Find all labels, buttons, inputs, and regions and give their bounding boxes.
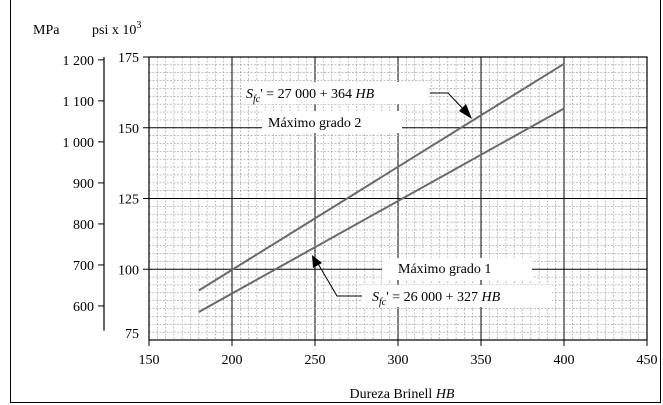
y-left-tick-label: 900 — [73, 177, 94, 192]
equation-2-background — [242, 82, 428, 104]
equation-2-arrow-head — [459, 104, 472, 119]
y-right-axis-label: psi x 103 — [92, 20, 141, 38]
y-left-tick-label: 1 200 — [63, 54, 95, 69]
series-line-grado-2 — [198, 62, 565, 292]
equation-2-leader-line — [430, 92, 468, 114]
equation-1-leader-line — [316, 261, 362, 297]
x-tick-label: 450 — [637, 353, 658, 368]
y-right-tick-label: 75 — [125, 327, 139, 342]
ticks: 600 700 800 900 1 000 1 100 1 200 75 100 125 150 17… — [63, 51, 658, 368]
x-axis-label: Dureza Brinell HB — [350, 387, 455, 402]
y-left-tick-label: 600 — [73, 300, 94, 315]
equation-2-label: Sfc' = 27 000 + 364 HB — [246, 87, 375, 105]
y-right-tick-label: 100 — [118, 263, 139, 278]
series-1-name-label: Máximo grado 1 — [398, 262, 491, 277]
y-left-tick-label: 1 000 — [63, 136, 95, 151]
series-2-name-label: Máximo grado 2 — [268, 116, 361, 131]
equation-1-background — [362, 285, 552, 307]
series-2-name-background — [262, 111, 402, 133]
y-left-axis-label: MPa — [33, 23, 60, 38]
equation-1-arrow-head — [312, 255, 322, 268]
y-left-tick-label: 800 — [73, 218, 94, 233]
series-layer — [198, 62, 565, 313]
x-tick-label: 250 — [305, 353, 326, 368]
series-1-name-background — [382, 258, 532, 280]
x-tick-label: 200 — [222, 353, 243, 368]
x-tick-label: 400 — [554, 353, 575, 368]
x-tick-label: 350 — [471, 353, 492, 368]
y-right-tick-label: 175 — [118, 51, 139, 66]
y-right-tick-label: 150 — [118, 122, 139, 137]
equation-1-label: Sfc' = 26 000 + 327 HB — [372, 290, 501, 308]
y-right-tick-label: 125 — [118, 193, 139, 208]
y-left-tick-label: 1 100 — [63, 95, 95, 110]
series-line-grado-1 — [198, 107, 565, 313]
y-left-tick-label: 700 — [73, 259, 94, 274]
chart-frame — [10, 0, 661, 403]
x-tick-label: 300 — [388, 353, 409, 368]
x-tick-label: 150 — [139, 353, 160, 368]
